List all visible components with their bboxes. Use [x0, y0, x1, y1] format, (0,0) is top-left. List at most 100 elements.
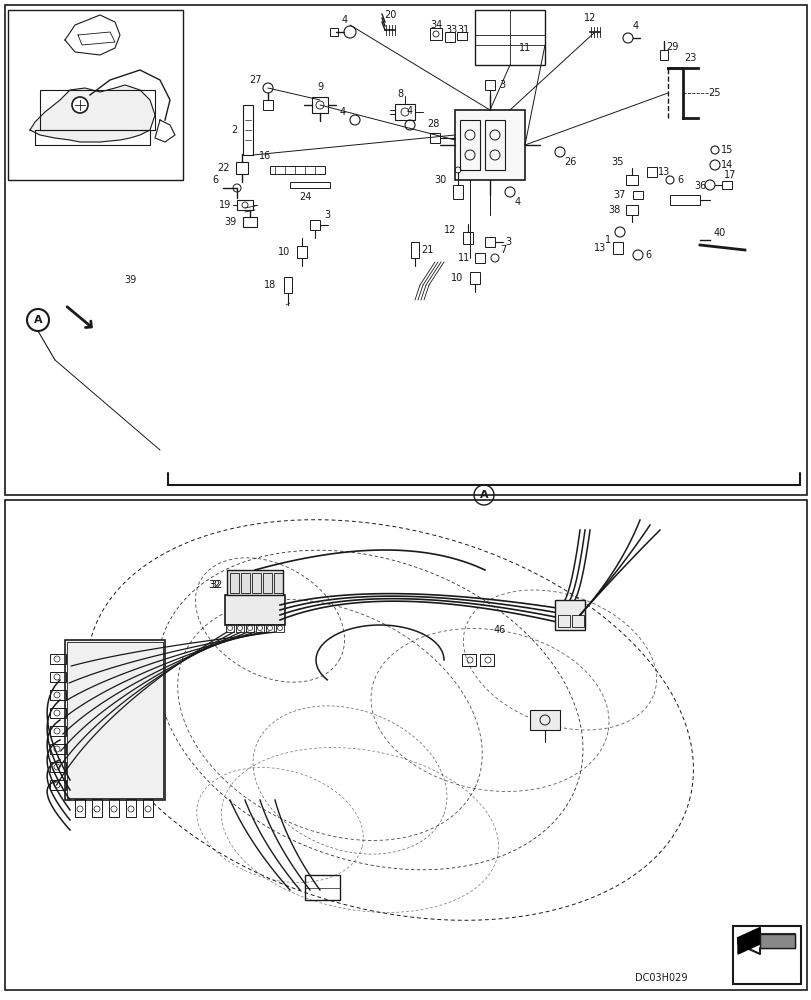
Bar — [462, 232, 473, 244]
Text: 2: 2 — [230, 125, 237, 135]
Bar — [236, 624, 243, 632]
Text: 8: 8 — [397, 89, 402, 99]
Bar — [557, 615, 569, 627]
Bar — [8, 10, 182, 180]
Text: 3: 3 — [504, 237, 510, 247]
Bar — [659, 50, 667, 60]
Text: 35: 35 — [611, 157, 624, 167]
Text: 4: 4 — [514, 197, 521, 207]
Bar — [457, 32, 466, 40]
Text: 33: 33 — [444, 25, 457, 35]
Bar — [284, 277, 292, 293]
Text: 6: 6 — [212, 175, 218, 185]
Bar — [571, 615, 583, 627]
Bar — [276, 624, 284, 632]
Bar — [290, 182, 329, 188]
Bar — [453, 185, 462, 199]
Bar — [484, 120, 504, 170]
Bar — [266, 624, 273, 632]
Bar — [669, 195, 699, 205]
Bar — [143, 799, 152, 817]
Bar — [251, 573, 260, 593]
Text: 20: 20 — [384, 10, 396, 20]
Bar — [242, 105, 253, 155]
Bar — [50, 726, 66, 736]
Text: 16: 16 — [259, 151, 271, 161]
Text: 9: 9 — [316, 82, 323, 92]
Bar — [237, 200, 253, 210]
Text: 32: 32 — [208, 580, 221, 590]
Bar — [92, 799, 102, 817]
Bar — [50, 690, 66, 700]
Text: 39: 39 — [124, 275, 136, 285]
Bar — [241, 573, 250, 593]
Bar — [430, 133, 440, 143]
Polygon shape — [30, 85, 155, 142]
Bar — [646, 167, 656, 177]
Bar — [530, 710, 560, 730]
Text: 27: 27 — [250, 75, 262, 85]
Text: 7: 7 — [500, 245, 505, 255]
Text: 11: 11 — [518, 43, 530, 53]
Bar — [430, 28, 441, 40]
Bar — [227, 570, 283, 595]
Bar — [109, 799, 119, 817]
Bar — [633, 191, 642, 199]
Text: 1: 1 — [604, 235, 611, 245]
Bar — [732, 926, 800, 984]
Bar — [625, 205, 637, 215]
Polygon shape — [759, 934, 794, 948]
Text: 3: 3 — [324, 210, 329, 220]
Bar — [50, 780, 66, 790]
Text: 6: 6 — [676, 175, 682, 185]
Bar — [5, 500, 806, 990]
Bar — [410, 242, 418, 258]
Bar — [554, 600, 584, 630]
Text: 4: 4 — [340, 107, 345, 117]
Text: DC03H029: DC03H029 — [634, 973, 687, 983]
Text: 17: 17 — [723, 170, 736, 180]
Text: A: A — [479, 490, 487, 500]
Bar — [721, 181, 731, 189]
Bar — [305, 875, 340, 900]
Bar — [126, 799, 135, 817]
Circle shape — [72, 97, 88, 113]
Text: 12: 12 — [444, 225, 456, 235]
Text: 3: 3 — [498, 80, 504, 90]
Bar — [242, 217, 257, 227]
Text: 29: 29 — [665, 42, 677, 52]
Text: 4: 4 — [632, 21, 638, 31]
Text: 10: 10 — [450, 273, 462, 283]
Bar — [394, 104, 414, 120]
Bar — [50, 762, 66, 772]
Bar — [50, 654, 66, 664]
Text: 32: 32 — [211, 580, 223, 590]
Bar — [484, 80, 495, 90]
Bar — [484, 237, 495, 247]
Bar — [246, 624, 254, 632]
Text: 40: 40 — [713, 228, 725, 238]
Text: 25: 25 — [708, 88, 720, 98]
Text: 30: 30 — [433, 175, 445, 185]
Bar — [255, 624, 264, 632]
Bar — [444, 32, 454, 42]
Text: 34: 34 — [429, 20, 441, 30]
Text: 4: 4 — [406, 106, 413, 116]
Text: 15: 15 — [720, 145, 732, 155]
Bar — [270, 166, 324, 174]
Bar — [5, 5, 806, 495]
Text: 23: 23 — [683, 53, 695, 63]
Bar — [75, 799, 85, 817]
Text: 18: 18 — [264, 280, 276, 290]
Bar — [65, 640, 165, 800]
Bar — [329, 28, 337, 36]
Bar — [311, 97, 328, 113]
Text: 6: 6 — [644, 250, 650, 260]
Text: 14: 14 — [720, 160, 732, 170]
Bar — [273, 573, 283, 593]
Text: 46: 46 — [493, 625, 505, 635]
Bar — [612, 242, 622, 254]
Text: 11: 11 — [457, 253, 470, 263]
Text: 28: 28 — [427, 119, 439, 129]
Bar — [50, 708, 66, 718]
